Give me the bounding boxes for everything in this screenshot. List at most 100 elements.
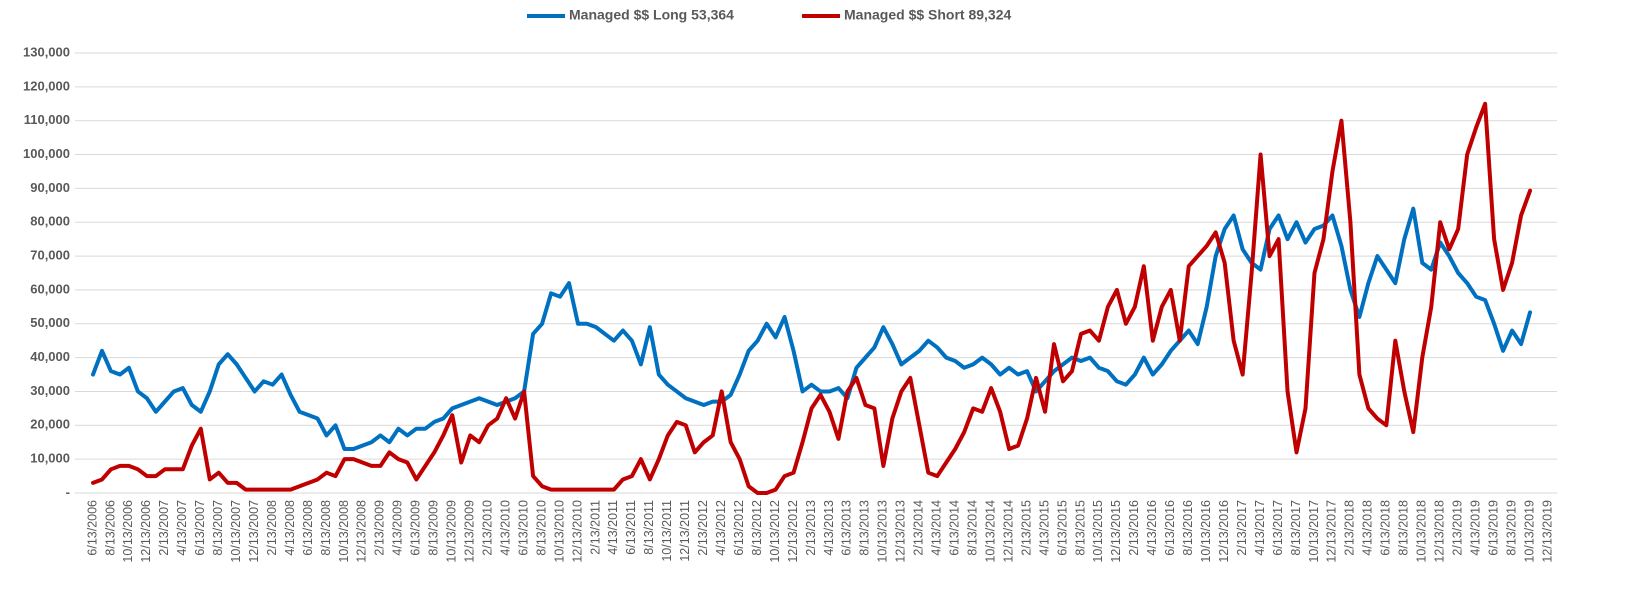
x-tick-label: 2/13/2008 xyxy=(265,500,279,556)
y-tick-label: - xyxy=(66,484,70,499)
x-tick-label: 2/13/2016 xyxy=(1127,500,1141,556)
x-tick-label: 2/13/2010 xyxy=(480,500,494,556)
y-tick-label: 70,000 xyxy=(30,248,70,263)
x-tick-label: 6/13/2011 xyxy=(624,500,638,555)
x-tick-label: 6/13/2015 xyxy=(1055,500,1069,556)
x-tick-label: 12/13/2012 xyxy=(786,500,800,563)
x-tick-label: 12/13/2009 xyxy=(463,500,477,563)
x-tick-label: 6/13/2014 xyxy=(948,500,962,556)
x-tick-label: 4/13/2013 xyxy=(822,500,836,556)
x-tick-label: 2/13/2017 xyxy=(1235,500,1249,556)
x-tick-label: 4/13/2019 xyxy=(1468,500,1482,556)
x-tick-label: 2/13/2007 xyxy=(157,500,171,556)
x-tick-label: 10/13/2019 xyxy=(1522,500,1536,563)
x-tick-label: 8/13/2019 xyxy=(1504,500,1518,556)
y-tick-label: 130,000 xyxy=(23,44,70,59)
x-tick-label: 6/13/2009 xyxy=(409,500,423,556)
x-tick-label: 4/13/2017 xyxy=(1253,500,1267,556)
x-tick-label: 2/13/2015 xyxy=(1019,500,1033,556)
x-tick-label: 12/13/2014 xyxy=(1001,500,1015,563)
x-tick-label: 12/13/2015 xyxy=(1109,500,1123,563)
x-tick-label: 10/13/2013 xyxy=(876,500,890,563)
y-tick-label: 50,000 xyxy=(30,315,70,330)
x-tick-label: 6/13/2019 xyxy=(1486,500,1500,556)
x-tick-label: 10/13/2012 xyxy=(768,500,782,563)
x-tick-label: 10/13/2010 xyxy=(552,500,566,563)
x-tick-label: 12/13/2017 xyxy=(1325,500,1339,563)
x-tick-label: 8/13/2014 xyxy=(965,500,979,556)
x-tick-label: 12/13/2013 xyxy=(894,500,908,563)
x-tick-label: 8/13/2016 xyxy=(1181,500,1195,556)
x-tick-label: 6/13/2010 xyxy=(516,500,530,556)
series-line xyxy=(91,101,1533,495)
x-tick-label: 10/13/2011 xyxy=(660,500,674,562)
x-tick-label: 12/13/2008 xyxy=(355,500,369,563)
y-tick-label: 110,000 xyxy=(24,112,70,127)
y-tick-label: 10,000 xyxy=(30,451,70,466)
x-tick-label: 4/13/2012 xyxy=(714,500,728,556)
x-tick-label: 2/13/2009 xyxy=(373,500,387,556)
x-tick-label: 2/13/2018 xyxy=(1343,500,1357,556)
x-tick-label: 2/13/2011 xyxy=(588,500,602,555)
x-tick-label: 8/13/2008 xyxy=(319,500,333,556)
x-tick-label: 4/13/2007 xyxy=(175,500,189,556)
x-tick-label: 6/13/2008 xyxy=(301,500,315,556)
x-tick-label: 6/13/2017 xyxy=(1271,500,1285,556)
x-tick-label: 2/13/2019 xyxy=(1450,500,1464,556)
x-tick-label: 10/13/2009 xyxy=(445,500,459,563)
legend-label: Managed $$ Long 53,364 xyxy=(569,7,734,23)
x-tick-label: 12/13/2007 xyxy=(247,500,261,563)
x-tick-label: 6/13/2013 xyxy=(840,500,854,556)
x-tick-label: 6/13/2016 xyxy=(1163,500,1177,556)
x-tick-label: 12/13/2006 xyxy=(139,500,153,563)
x-tick-label: 12/13/2010 xyxy=(570,500,584,563)
y-tick-label: 40,000 xyxy=(30,349,70,364)
x-tick-label: 10/13/2014 xyxy=(983,500,997,563)
x-tick-label: 8/13/2015 xyxy=(1073,500,1087,556)
x-tick-label: 12/13/2016 xyxy=(1217,500,1231,563)
x-tick-label: 10/13/2018 xyxy=(1415,500,1429,563)
x-tick-label: 10/13/2007 xyxy=(229,500,243,563)
x-tick-label: 2/13/2014 xyxy=(912,500,926,556)
x-tick-label: 8/13/2012 xyxy=(750,500,764,556)
x-tick-label: 6/13/2018 xyxy=(1379,500,1393,556)
legend-label: Managed $$ Short 89,324 xyxy=(844,7,1012,23)
x-tick-label: 12/13/2019 xyxy=(1540,500,1554,563)
x-tick-label: 8/13/2007 xyxy=(211,500,225,556)
y-tick-label: 100,000 xyxy=(23,146,70,161)
x-tick-label: 10/13/2008 xyxy=(337,500,351,563)
x-tick-label: 8/13/2017 xyxy=(1289,500,1303,556)
x-tick-label: 8/13/2009 xyxy=(427,500,441,556)
y-tick-label: 90,000 xyxy=(30,180,70,195)
x-tick-label: 10/13/2006 xyxy=(121,500,135,563)
series-line xyxy=(91,206,1533,451)
x-tick-label: 12/13/2011 xyxy=(678,500,692,562)
x-tick-label: 4/13/2014 xyxy=(930,500,944,556)
x-tick-label: 8/13/2018 xyxy=(1397,500,1411,556)
x-tick-label: 4/13/2010 xyxy=(498,500,512,556)
y-tick-label: 60,000 xyxy=(30,281,70,296)
y-tick-label: 30,000 xyxy=(30,383,70,398)
x-tick-label: 10/13/2016 xyxy=(1199,500,1213,563)
x-tick-label: 10/13/2017 xyxy=(1307,500,1321,563)
y-tick-label: 20,000 xyxy=(30,417,70,432)
x-tick-label: 10/13/2015 xyxy=(1091,500,1105,563)
x-tick-label: 4/13/2009 xyxy=(391,500,405,556)
x-tick-label: 4/13/2015 xyxy=(1037,500,1051,556)
x-tick-label: 2/13/2013 xyxy=(804,500,818,556)
x-tick-label: 8/13/2011 xyxy=(642,500,656,555)
x-tick-label: 8/13/2006 xyxy=(103,500,117,556)
x-tick-label: 4/13/2018 xyxy=(1361,500,1375,556)
x-tick-label: 8/13/2013 xyxy=(858,500,872,556)
x-tick-label: 6/13/2012 xyxy=(732,500,746,556)
x-tick-label: 4/13/2008 xyxy=(283,500,297,556)
y-tick-label: 80,000 xyxy=(30,214,70,229)
x-tick-label: 4/13/2011 xyxy=(606,500,620,555)
x-tick-label: 6/13/2007 xyxy=(193,500,207,556)
x-tick-label: 8/13/2010 xyxy=(534,500,548,556)
x-tick-label: 6/13/2006 xyxy=(85,500,99,556)
x-tick-label: 12/13/2018 xyxy=(1433,500,1447,563)
x-tick-label: 4/13/2016 xyxy=(1145,500,1159,556)
